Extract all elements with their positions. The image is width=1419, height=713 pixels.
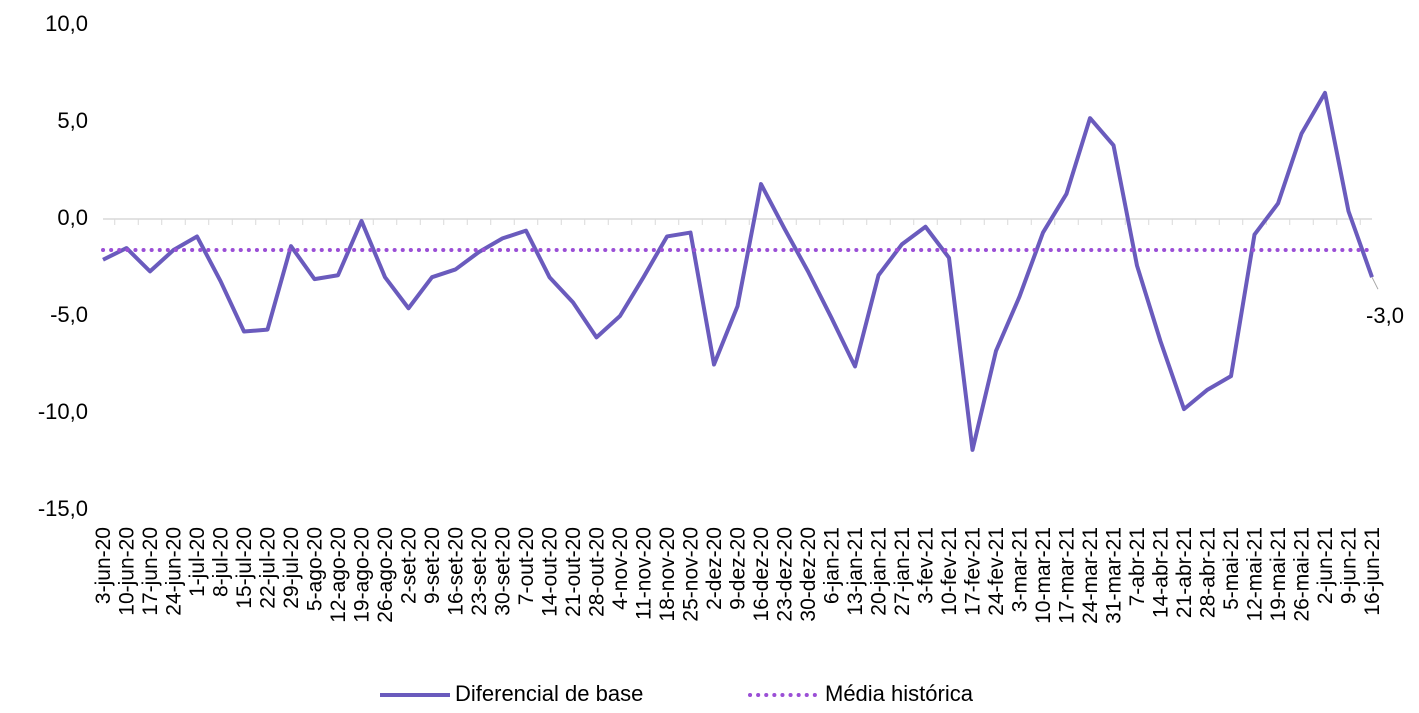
line-series	[102, 90, 1374, 452]
x-tick-label: 16-set-20	[445, 527, 468, 616]
x-tick-label: 6-jan-21	[821, 527, 844, 604]
x-tick-label: 28-abr-21	[1197, 527, 1220, 618]
x-tick-label: 3-mar-21	[1009, 527, 1032, 612]
x-tick-label: 1-jul-20	[186, 527, 209, 597]
x-tick-label: 14-out-20	[539, 527, 562, 617]
legend-item: Média histórica	[748, 681, 974, 706]
x-tick-label: 21-out-20	[562, 527, 585, 617]
x-tick-label: 5-mai-21	[1220, 527, 1243, 610]
x-tick-label: 25-nov-20	[680, 527, 703, 622]
x-tick-label: 2-set-20	[398, 527, 421, 604]
x-tick-label: 10-fev-21	[938, 527, 961, 616]
x-tick-label: 24-jun-20	[163, 527, 186, 616]
x-tick-label: 11-nov-20	[633, 527, 656, 620]
x-tick-label: 30-set-20	[492, 527, 515, 616]
x-tick-label: 17-jun-20	[139, 527, 162, 616]
y-tick-label: -5,0	[50, 302, 88, 327]
x-tick-label: 15-jul-20	[233, 527, 256, 609]
x-tick-label: 29-jul-20	[280, 527, 303, 609]
x-tick-label: 12-mai-21	[1244, 527, 1267, 622]
x-tick-label: 9-jun-21	[1338, 527, 1361, 604]
x-tick-label: 5-ago-20	[304, 527, 327, 611]
y-tick-label: -15,0	[38, 496, 88, 521]
x-tick-label: 3-fev-21	[915, 527, 938, 604]
y-tick-label: 5,0	[57, 108, 88, 133]
x-tick-label: 9-dez-20	[727, 527, 750, 610]
x-tick-label: 26-mai-21	[1291, 527, 1314, 622]
x-tick-label: 31-mar-21	[1103, 527, 1126, 624]
y-tick-label: 0,0	[57, 205, 88, 230]
x-tick-label: 12-ago-20	[327, 527, 350, 623]
x-tick-label: 7-out-20	[515, 527, 538, 605]
x-tick-label: 18-nov-20	[656, 527, 679, 622]
x-tick-label: 24-fev-21	[985, 527, 1008, 616]
x-tick-label: 8-jul-20	[210, 527, 233, 597]
data-label: -3,0	[1366, 303, 1404, 328]
x-tick-label: 26-ago-20	[374, 527, 397, 623]
x-tick-label: 21-abr-21	[1173, 527, 1196, 618]
x-tick-label: 27-jan-21	[891, 527, 914, 616]
x-tick-label: 24-mar-21	[1079, 527, 1102, 624]
x-tick-label: 2-jun-21	[1314, 527, 1337, 604]
x-tick-label: 4-nov-20	[609, 527, 632, 610]
x-tick-label: 19-ago-20	[351, 527, 374, 623]
x-tick-label: 10-mar-21	[1032, 527, 1055, 624]
x-tick-label: 14-abr-21	[1150, 527, 1173, 618]
x-tick-label: 17-mar-21	[1056, 527, 1079, 624]
leader-line	[1371, 276, 1379, 290]
x-tick-label: 17-fev-21	[962, 527, 985, 616]
x-tick-label: 3-jun-20	[92, 527, 115, 604]
x-tick-label: 20-jan-21	[868, 527, 891, 616]
x-tick-label: 28-out-20	[586, 527, 609, 617]
x-tick-label: 22-jul-20	[257, 527, 280, 609]
x-tick-label: 2-dez-20	[703, 527, 726, 610]
legend-label: Diferencial de base	[455, 681, 643, 706]
x-tick-label: 7-abr-21	[1126, 527, 1149, 606]
legend-label: Média histórica	[825, 681, 974, 706]
y-tick-label: 10,0	[45, 11, 88, 36]
x-tick-label: 9-set-20	[421, 527, 444, 604]
x-tick-label: 19-mai-21	[1267, 527, 1290, 622]
x-tick-label: 13-jan-21	[844, 527, 867, 616]
legend-item: Diferencial de base	[380, 681, 643, 706]
x-tick-label: 10-jun-20	[116, 527, 139, 616]
x-tick-label: 16-dez-20	[750, 527, 773, 622]
x-tick-label: 23-dez-20	[774, 527, 797, 622]
y-tick-label: -10,0	[38, 399, 88, 424]
x-tick-label: 23-set-20	[468, 527, 491, 616]
x-tick-label: 30-dez-20	[797, 527, 820, 622]
x-tick-label: 16-jun-21	[1361, 527, 1384, 616]
